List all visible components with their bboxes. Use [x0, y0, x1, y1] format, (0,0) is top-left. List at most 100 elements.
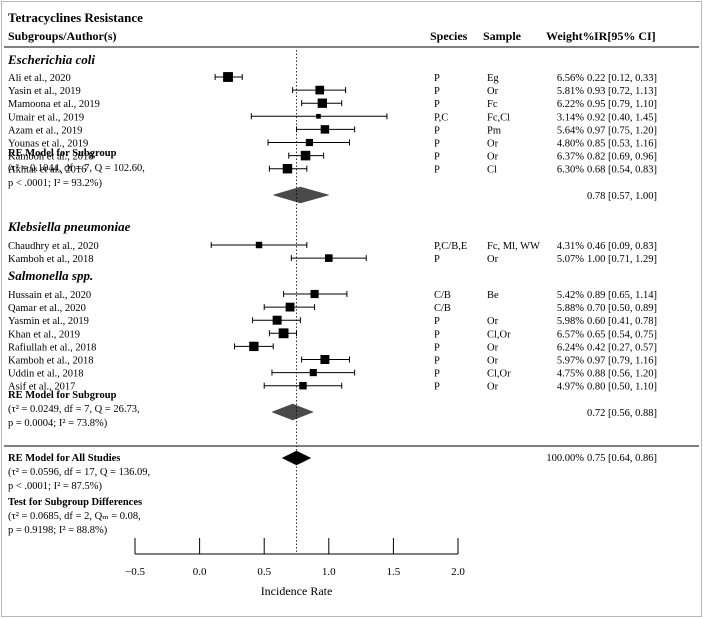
- group-2-study-2-species: P: [434, 316, 440, 327]
- group-0-study-5-species: P: [434, 139, 440, 150]
- group-2-study-0-sample: Be: [487, 290, 499, 301]
- group-2-study-0-species: C/B: [434, 290, 451, 301]
- group-0-study-5-author: Younas et al., 2019: [8, 139, 88, 150]
- x-axis-label: Incidence Rate: [261, 584, 333, 598]
- overall-ci-text: 0.75 [0.64, 0.86]: [587, 453, 657, 464]
- group-0-study-4-species: P: [434, 125, 440, 136]
- group-2-study-0-ci-text: 0.89 [0.65, 1.14]: [587, 290, 657, 301]
- group-2-re-label: RE Model for Subgroup: [8, 390, 117, 401]
- group-1-study-0-weight: 4.31%: [557, 241, 584, 252]
- group-2-study-2-point: [272, 315, 282, 325]
- group-0-re-stats-1: (τ² = 0.1044, df = 7, Q = 102.60,: [8, 163, 145, 174]
- group-2-study-0-author: Hussain et al., 2020: [8, 290, 91, 301]
- group-0-re-diamond: [272, 186, 330, 204]
- group-0-study-1-weight: 5.81%: [557, 86, 584, 97]
- overall-weight: 100.00%: [546, 453, 584, 464]
- group-2-study-3-ci-text: 0.65 [0.54, 0.75]: [587, 329, 657, 340]
- group-2-study-4-point: [249, 341, 259, 352]
- group-0-study-5-weight: 4.80%: [557, 139, 584, 150]
- group-0-study-7-ci-text: 0.68 [0.54, 0.83]: [587, 165, 657, 176]
- chart-title: Tetracyclines Resistance: [8, 10, 143, 25]
- group-2-study-4-weight: 6.24%: [557, 342, 584, 353]
- group-2-study-1-species: C/B: [434, 303, 451, 314]
- group-2-study-2-sample: Or: [487, 316, 499, 327]
- group-1-study-1-species: P: [434, 254, 440, 265]
- group-0-study-0-ci-text: 0.22 [0.12, 0.33]: [587, 73, 657, 84]
- group-2-re-ci-text: 0.72 [0.56, 0.88]: [587, 408, 657, 419]
- group-0-study-1-sample: Or: [487, 86, 499, 97]
- group-0-study-0-author: Ali et al., 2020: [8, 73, 71, 84]
- group-0-study-5-ci-text: 0.85 [0.53, 1.16]: [587, 139, 657, 150]
- subgroup-test-stats-2: p = 0.9198; I² = 88.8%): [8, 525, 108, 536]
- group-2-study-3-species: P: [434, 329, 440, 340]
- group-0-study-2-point: [317, 98, 328, 108]
- group-1-study-0-point: [255, 241, 263, 249]
- group-2-study-3-sample: Cl,Or: [487, 329, 511, 340]
- group-0-study-0-point: [223, 72, 233, 82]
- group-0-study-0-species: P: [434, 73, 440, 84]
- group-2-study-6-weight: 4.75%: [557, 369, 584, 380]
- group-1-study-1-weight: 5.07%: [557, 254, 584, 265]
- overall-label: RE Model for All Studies: [8, 453, 120, 464]
- group-0-title: Escherichia coli: [7, 52, 95, 67]
- group-2-study-6-sample: Cl,Or: [487, 369, 511, 380]
- header-weight: Weight%: [546, 29, 595, 43]
- group-0-study-4-author: Azam et al., 2019: [8, 125, 82, 136]
- group-2-study-1-point: [285, 302, 295, 312]
- group-2-study-2-author: Yasmin et al., 2019: [8, 316, 89, 327]
- x-tick-label-4: 1.5: [387, 566, 401, 578]
- group-2-re-diamond: [271, 403, 314, 421]
- group-0-study-7-weight: 6.30%: [557, 165, 584, 176]
- header-author: Subgroups/Author(s): [8, 29, 116, 43]
- group-0-study-2-weight: 6.22%: [557, 99, 584, 110]
- group-2-study-7-sample: Or: [487, 382, 499, 393]
- group-0-re-stats-2: p < .0001; I² = 93.2%): [8, 178, 103, 189]
- group-2-study-7-ci-text: 0.80 [0.50, 1.10]: [587, 382, 657, 393]
- group-2-study-3-point: [278, 328, 289, 339]
- group-0-study-6-weight: 6.37%: [557, 152, 584, 163]
- group-0-study-2-sample: Fc: [487, 99, 498, 110]
- group-2-study-4-sample: Or: [487, 342, 499, 353]
- group-1-study-1-ci-text: 1.00 [0.71, 1.29]: [587, 254, 657, 265]
- header-ci: IR[95% CI]: [594, 29, 656, 43]
- overall-stats-1: (τ² = 0.0596, df = 17, Q = 136.09,: [8, 467, 150, 478]
- group-0-study-6-author: Kamboh et al., 2018: [8, 152, 93, 163]
- group-0-study-3-species: P,C: [434, 112, 448, 123]
- group-2-re-stats-1: (τ² = 0.0249, df = 7, Q = 26.73,: [8, 404, 140, 415]
- group-0-study-2-author: Mamoona et al., 2019: [8, 99, 100, 110]
- group-2-study-5-point: [320, 355, 330, 364]
- header-species: Species: [430, 29, 468, 43]
- group-2-study-2-ci-text: 0.60 [0.41, 0.78]: [587, 316, 657, 327]
- group-2-study-5-ci-text: 0.97 [0.79, 1.16]: [587, 356, 657, 367]
- x-tick-label-1: 0.0: [193, 566, 207, 578]
- group-0-study-4-sample: Pm: [487, 125, 501, 136]
- group-0-study-7-point: [282, 163, 293, 174]
- subgroup-test-stats-1: (τ² = 0.0685, df = 2, Qₘ = 0.08,: [8, 511, 141, 522]
- subgroup-test-label: Test for Subgroup Differences: [8, 497, 142, 508]
- group-0-study-3-weight: 3.14%: [557, 112, 584, 123]
- group-2-study-4-author: Rafiullah et al., 2018: [8, 342, 96, 353]
- x-tick-label-2: 0.5: [257, 566, 271, 578]
- group-2-study-7-species: P: [434, 382, 440, 393]
- group-2-study-2-weight: 5.98%: [557, 316, 584, 327]
- group-2-study-4-species: P: [434, 342, 440, 353]
- group-0-re-label: RE Model for Subgroup: [8, 148, 117, 159]
- group-0-study-6-point: [300, 150, 311, 161]
- overall-stats-2: p < .0001; I² = 87.5%): [8, 481, 103, 492]
- group-0-re-ci-text: 0.78 [0.57, 1.00]: [587, 191, 657, 202]
- group-0-study-4-weight: 5.64%: [557, 125, 584, 136]
- group-0-study-1-point: [315, 85, 325, 95]
- group-2-study-6-species: P: [434, 369, 440, 380]
- group-2-study-7-author: Asif et al., 2017: [8, 382, 75, 393]
- group-1-study-1-author: Kamboh et al., 2018: [8, 254, 93, 265]
- group-0-study-3-author: Umair et al., 2019: [8, 112, 84, 123]
- group-0-study-1-author: Yasin et al., 2019: [8, 86, 81, 97]
- group-2-study-5-author: Kamboh et al., 2018: [8, 356, 93, 367]
- group-2-study-7-weight: 4.97%: [557, 382, 584, 393]
- group-1-study-0-author: Chaudhry et al., 2020: [8, 241, 99, 252]
- group-0-study-5-point: [305, 138, 314, 147]
- group-0-study-4-ci-text: 0.97 [0.75, 1.20]: [587, 125, 657, 136]
- group-0-study-4-point: [320, 125, 330, 134]
